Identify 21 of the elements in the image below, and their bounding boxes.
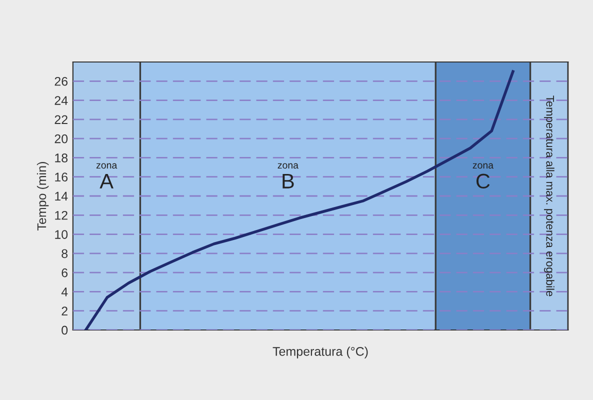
y-tick-label: 16 — [55, 172, 68, 182]
y-tick-label: 10 — [55, 230, 68, 239]
y-tick-label: 26 — [54, 76, 68, 86]
text: Temperatura alla max. potenza erogabile — [544, 96, 554, 296]
y-tick-label: 24 — [54, 96, 68, 105]
line-series — [84, 70, 514, 330]
annotation: zona C — [472, 163, 494, 189]
y-tick-label: 8 — [62, 249, 68, 258]
y-tick-label: 22 — [54, 115, 68, 124]
y-tick-label: 14 — [55, 192, 68, 201]
y-axis-title: Tempo (min) — [36, 162, 49, 230]
y-tick-label: 2 — [62, 306, 68, 316]
x-axis-title: Temperatura (°C) — [272, 346, 368, 358]
annotation: zona A — [96, 163, 118, 188]
annotation: zona B — [278, 163, 298, 188]
y-tick-label: 12 — [55, 210, 68, 220]
y-tick-label: 4 — [61, 288, 68, 296]
y-tick-label: 0 — [62, 326, 68, 335]
y-tick-label: 20 — [54, 134, 68, 144]
y-tick-label: 18 — [55, 154, 68, 162]
y-tick-label: 6 — [62, 268, 68, 278]
